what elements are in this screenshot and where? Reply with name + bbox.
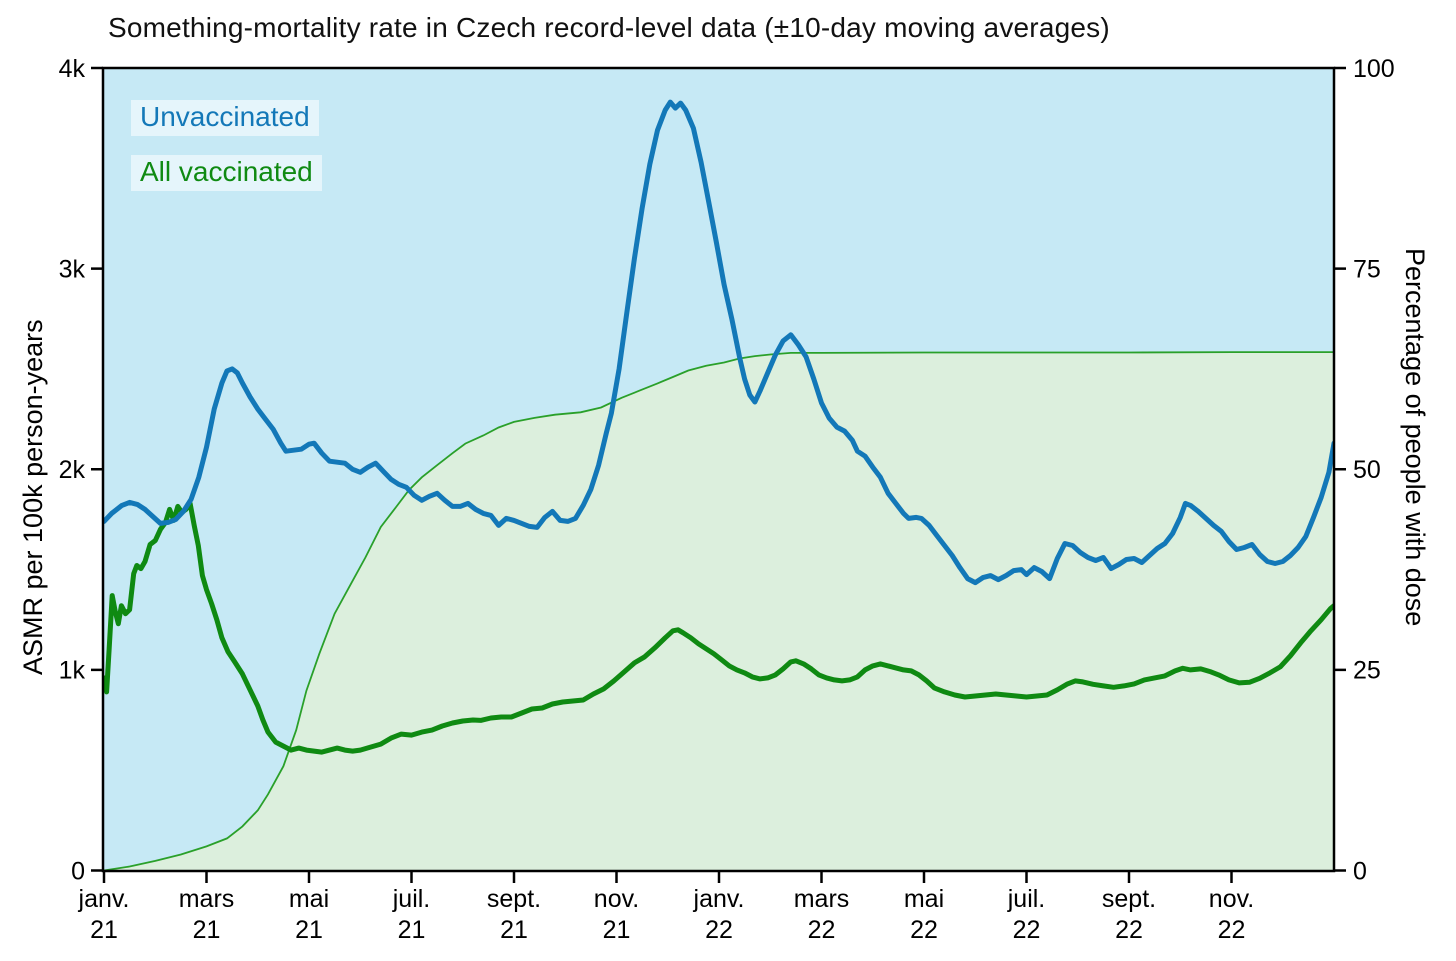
axis-ticks: [91, 66, 1346, 883]
x-axis-tick-label-year: 21: [500, 916, 528, 944]
x-axis-tick-label-month: juil.: [392, 885, 431, 913]
x-axis-tick-label-year: 21: [398, 916, 426, 944]
right-axis-title: Percentage of people with dose: [1400, 248, 1430, 627]
all-vaccinated-line: [103, 500, 1334, 755]
x-axis-tick-label-month: mai: [904, 885, 944, 913]
x-axis-tick-label-year: 22: [1218, 916, 1246, 944]
unvaccinated-line: [103, 99, 1334, 586]
dose-percentage-line: [103, 351, 1334, 871]
x-axis-tick-label-year: 22: [808, 916, 836, 944]
x-axis-tick-label-year: 22: [1013, 916, 1041, 944]
x-axis-tick-label-month: mars: [794, 885, 850, 913]
x-axis-tick-label-month: janv.: [693, 885, 745, 913]
x-axis-tick-label-year: 21: [603, 916, 631, 944]
right-axis-tick-label: 75: [1353, 255, 1381, 283]
x-axis-tick-label-year: 21: [193, 916, 221, 944]
axis-tick-labels: 0 1k 2k 3k 4k 0 25 50 75 100 janv. 21 mars 21 mai 21 jui…: [59, 55, 1395, 944]
left-axis-tick-label: 2k: [59, 456, 86, 484]
legend-unvaccinated: Unvaccinated: [131, 100, 319, 136]
x-axis-tick-label-year: 22: [910, 916, 938, 944]
x-axis-tick-label-year: 22: [1115, 916, 1143, 944]
right-axis-tick-label: 25: [1353, 657, 1381, 685]
dose-percentage-area: [104, 352, 1334, 871]
x-axis-tick-label-month: nov.: [1209, 885, 1254, 913]
right-axis-tick-label: 100: [1353, 55, 1395, 83]
legend-vaccinated: All vaccinated: [131, 155, 322, 191]
left-axis-tick-label: 3k: [59, 255, 86, 283]
chart-title: Something-mortality rate in Czech record…: [108, 12, 1110, 43]
left-axis-tick-label: 1k: [59, 657, 86, 685]
x-axis-tick-label-month: janv.: [78, 885, 130, 913]
x-axis-tick-label-month: sept.: [1102, 885, 1156, 913]
right-axis-tick-label: 0: [1353, 857, 1367, 885]
right-axis-tick-label: 50: [1353, 456, 1381, 484]
x-axis-tick-label-month: sept.: [487, 885, 541, 913]
x-axis-tick-label-year: 21: [90, 916, 118, 944]
x-axis-tick-label-month: nov.: [594, 885, 639, 913]
left-axis-tick-label: 0: [71, 857, 85, 885]
x-axis-tick-label-year: 21: [295, 916, 323, 944]
x-axis-tick-label-month: juil.: [1007, 885, 1046, 913]
x-axis-tick-label-month: mai: [289, 885, 329, 913]
left-axis-title: ASMR per 100k person-years: [18, 319, 48, 675]
x-axis-tick-label-year: 22: [705, 916, 733, 944]
left-axis-tick-label: 4k: [59, 55, 86, 83]
x-axis-tick-label-month: mars: [179, 885, 235, 913]
